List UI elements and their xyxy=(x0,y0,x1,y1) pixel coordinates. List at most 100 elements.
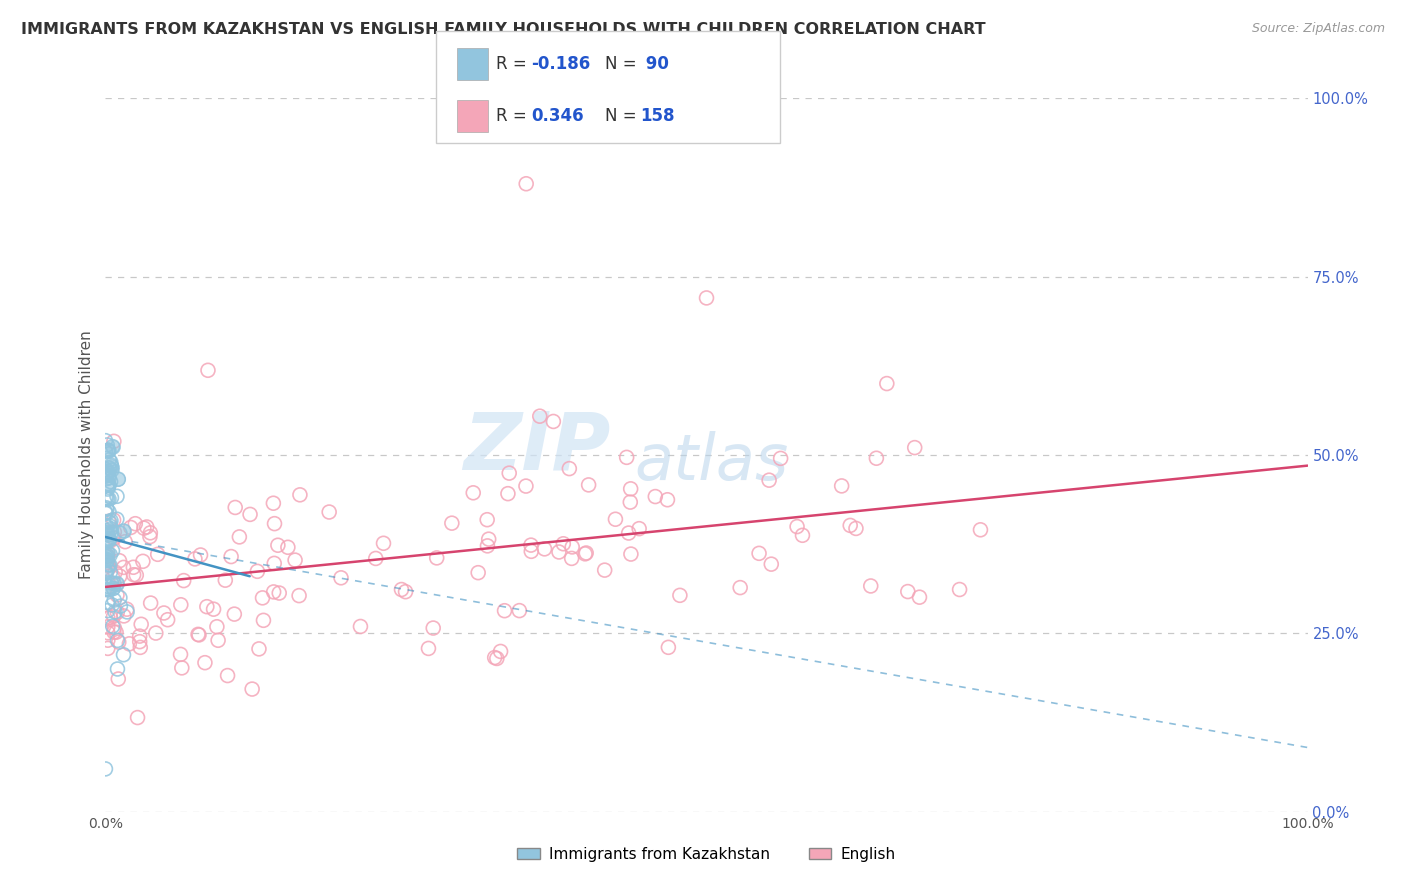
Point xyxy=(97,595,120,609)
Point xyxy=(657,640,679,655)
Point xyxy=(94,467,117,482)
Point xyxy=(792,528,814,542)
Point xyxy=(669,588,692,602)
Legend: Immigrants from Kazakhstan, English: Immigrants from Kazakhstan, English xyxy=(512,841,901,868)
Point xyxy=(98,548,121,562)
Point xyxy=(97,620,120,634)
Point xyxy=(98,444,121,458)
Point xyxy=(98,566,121,580)
Point xyxy=(100,458,122,472)
Point xyxy=(94,552,117,566)
Point xyxy=(98,453,121,467)
Point xyxy=(103,434,125,449)
Point xyxy=(105,588,128,602)
Point xyxy=(831,479,853,493)
Point xyxy=(277,541,299,555)
Point xyxy=(97,555,120,569)
Point xyxy=(97,443,120,458)
Point xyxy=(112,648,135,662)
Point xyxy=(904,441,927,455)
Point xyxy=(262,496,284,510)
Point xyxy=(96,500,118,515)
Point xyxy=(105,625,128,640)
Point xyxy=(97,482,120,496)
Point xyxy=(330,571,353,585)
Point xyxy=(839,518,862,533)
Point xyxy=(101,440,124,454)
Point xyxy=(620,547,643,561)
Point xyxy=(96,491,118,505)
Point xyxy=(98,460,121,475)
Text: R =: R = xyxy=(496,55,533,73)
Point xyxy=(103,582,125,596)
Point xyxy=(96,464,118,478)
Point xyxy=(263,516,285,531)
Point xyxy=(98,516,121,530)
Point xyxy=(97,468,120,483)
Point xyxy=(478,532,501,546)
Point xyxy=(100,514,122,528)
Point xyxy=(252,591,274,605)
Point xyxy=(96,438,118,452)
Point xyxy=(107,633,129,648)
Point xyxy=(96,519,118,533)
Point xyxy=(112,608,135,623)
Point xyxy=(112,524,135,538)
Point xyxy=(616,450,638,465)
Point xyxy=(97,533,120,547)
Point xyxy=(252,613,274,627)
Point xyxy=(132,554,155,568)
Point xyxy=(195,599,218,614)
Point xyxy=(391,582,413,597)
Text: -0.186: -0.186 xyxy=(531,55,591,73)
Point xyxy=(184,552,207,566)
Point xyxy=(605,512,627,526)
Point xyxy=(97,515,120,529)
Point xyxy=(228,530,250,544)
Point xyxy=(224,500,246,515)
Point xyxy=(515,479,537,493)
Point xyxy=(267,538,290,552)
Point xyxy=(96,472,118,486)
Point xyxy=(97,558,120,573)
Point xyxy=(104,605,127,619)
Point xyxy=(263,557,285,571)
Point xyxy=(696,291,718,305)
Point xyxy=(101,619,124,633)
Point xyxy=(94,444,117,458)
Point xyxy=(426,550,449,565)
Point xyxy=(214,573,236,587)
Point xyxy=(101,571,124,585)
Point xyxy=(574,547,596,561)
Point xyxy=(422,621,444,635)
Point xyxy=(94,507,117,521)
Point xyxy=(761,557,783,571)
Point xyxy=(97,549,120,564)
Point xyxy=(170,661,193,675)
Point xyxy=(628,522,651,536)
Point xyxy=(100,491,122,505)
Point xyxy=(498,466,520,480)
Y-axis label: Family Households with Children: Family Households with Children xyxy=(79,331,94,579)
Point xyxy=(105,576,128,591)
Point xyxy=(96,533,118,548)
Point xyxy=(485,651,508,665)
Point xyxy=(859,579,882,593)
Point xyxy=(97,478,120,492)
Point xyxy=(124,516,146,531)
Point xyxy=(103,625,125,640)
Point xyxy=(97,633,120,648)
Point xyxy=(205,620,228,634)
Point xyxy=(139,596,162,610)
Text: 90: 90 xyxy=(640,55,669,73)
Point xyxy=(129,617,152,632)
Point xyxy=(103,621,125,635)
Point xyxy=(620,482,643,496)
Point xyxy=(617,526,640,541)
Point xyxy=(96,466,118,480)
Point xyxy=(97,582,120,597)
Point xyxy=(558,461,581,475)
Point xyxy=(190,548,212,562)
Point xyxy=(463,485,485,500)
Point xyxy=(94,434,117,448)
